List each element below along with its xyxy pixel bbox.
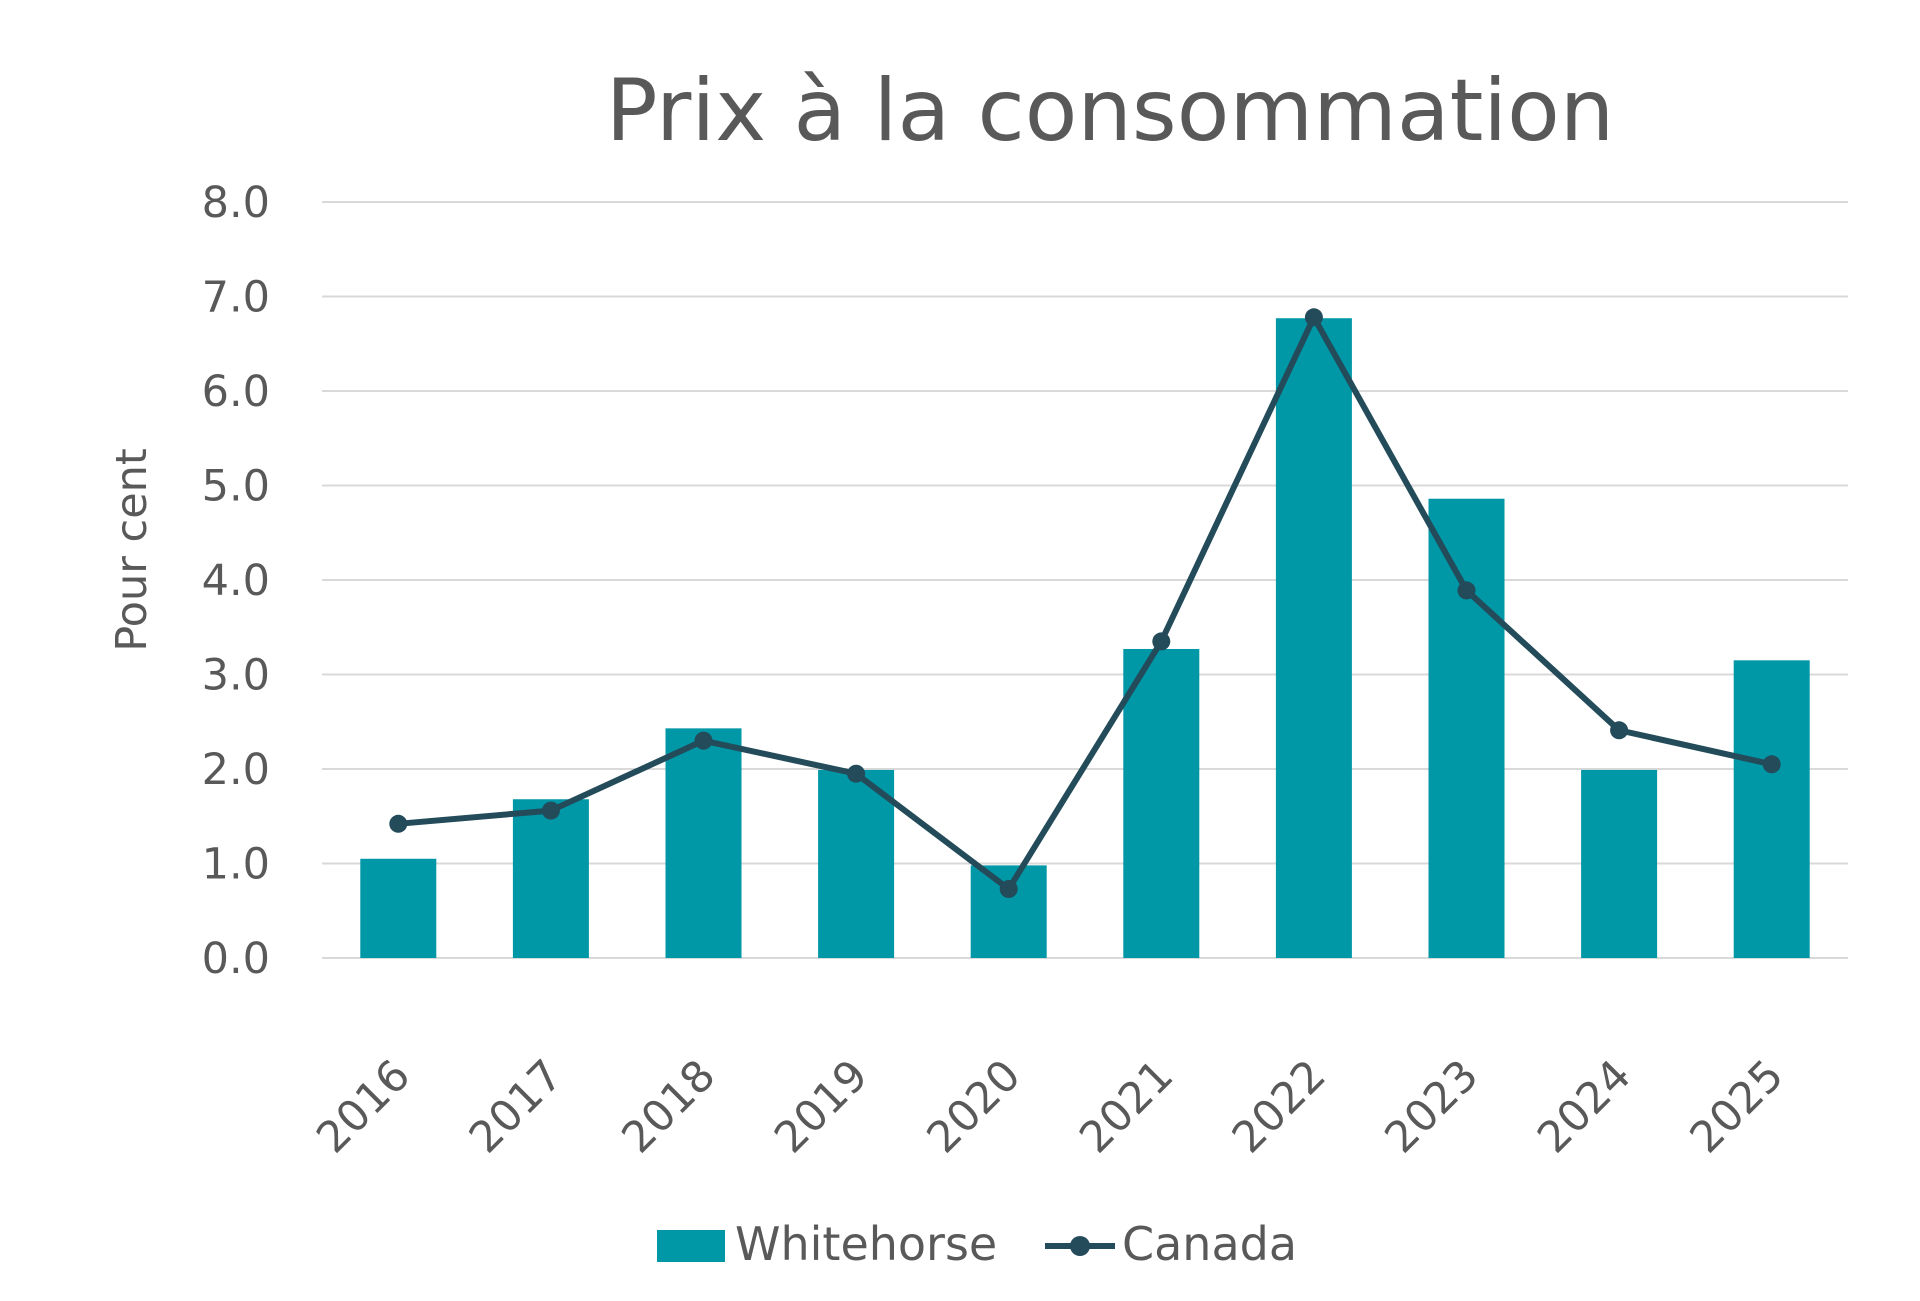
- x-tick-label: 2024: [1528, 1050, 1641, 1163]
- bar-whitehorse-2019: [818, 769, 895, 958]
- bar-whitehorse-2017: [512, 799, 589, 958]
- bar-whitehorse-2020: [970, 865, 1047, 958]
- bar-whitehorse-2025: [1733, 660, 1810, 958]
- point-canada-2018: [694, 731, 713, 750]
- y-tick-label: 3.0: [202, 651, 270, 701]
- y-tick-label: 8.0: [202, 178, 270, 228]
- y-tick-label: 2.0: [202, 745, 270, 795]
- y-tick-label: 6.0: [202, 367, 270, 417]
- y-axis-label: Pour cent: [107, 448, 157, 652]
- chart-title: Prix à la consommation: [606, 61, 1615, 161]
- y-tick-label: 4.0: [202, 556, 270, 606]
- x-axis-ticks: 2016 2017 2018 2019 2020 2021 2022 2023 2024 2025: [307, 1050, 1793, 1163]
- y-tick-label: 7.0: [202, 273, 270, 323]
- legend-whitehorse-swatch: [657, 1230, 725, 1262]
- point-canada-2020: [999, 880, 1018, 899]
- canada-line: [395, 314, 1775, 893]
- bar-whitehorse-2021: [1123, 648, 1200, 958]
- canada-line-series: [389, 308, 1781, 899]
- x-tick-label: 2019: [765, 1050, 878, 1163]
- x-tick-label: 2023: [1376, 1050, 1489, 1163]
- x-tick-label: 2018: [613, 1050, 726, 1163]
- y-tick-label: 5.0: [202, 462, 270, 512]
- legend-whitehorse-label: Whitehorse: [735, 1217, 997, 1271]
- point-canada-2025: [1762, 755, 1781, 774]
- legend-canada-marker: [1070, 1236, 1090, 1256]
- bar-whitehorse-2024: [1581, 769, 1658, 958]
- bar-whitehorse-2018: [665, 728, 742, 958]
- y-tick-label: 1.0: [202, 840, 270, 890]
- x-tick-label: 2021: [1070, 1050, 1183, 1163]
- x-tick-label: 2017: [460, 1050, 573, 1163]
- legend-canada-label: Canada: [1122, 1217, 1297, 1271]
- point-canada-2019: [847, 764, 866, 783]
- bar-whitehorse-2016: [360, 858, 437, 958]
- bar-whitehorse-2023: [1428, 498, 1505, 958]
- point-canada-2021: [1152, 632, 1171, 651]
- x-tick-label: 2020: [918, 1050, 1031, 1163]
- point-canada-2017: [541, 801, 560, 820]
- point-canada-2022: [1304, 308, 1323, 327]
- point-canada-2024: [1610, 721, 1629, 740]
- bar-whitehorse-2022: [1275, 318, 1352, 958]
- x-tick-label: 2022: [1223, 1050, 1336, 1163]
- legend: Whitehorse Canada: [657, 1217, 1297, 1271]
- y-axis-ticks: 0.0 1.0 2.0 3.0 4.0 5.0 6.0 7.0 8.0: [202, 178, 270, 984]
- x-tick-label: 2025: [1681, 1050, 1794, 1163]
- point-canada-2023: [1457, 581, 1476, 600]
- whitehorse-bars: [360, 318, 1810, 958]
- y-tick-label: 0.0: [202, 934, 270, 984]
- point-canada-2016: [389, 814, 408, 833]
- x-tick-label: 2016: [307, 1050, 420, 1163]
